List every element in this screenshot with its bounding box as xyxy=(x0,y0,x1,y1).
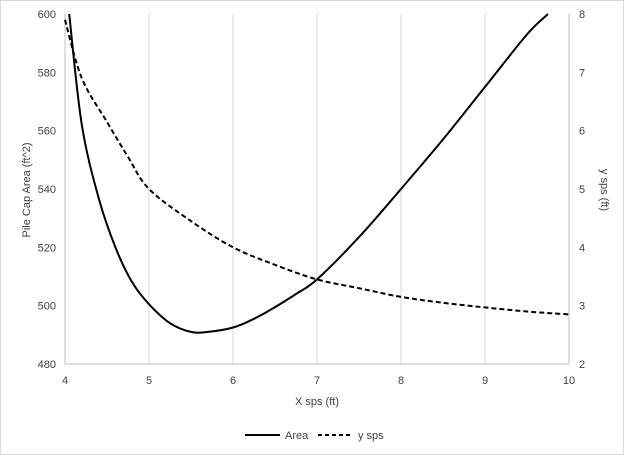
y-axis-ticks: 480 500 520 540 560 580 600 xyxy=(38,9,56,371)
y-tick-label: 580 xyxy=(38,67,56,79)
series-line-area xyxy=(68,13,549,334)
y-tick-label: 480 xyxy=(38,359,56,371)
y2-tick-label: 8 xyxy=(579,9,585,21)
x-tick-label: 9 xyxy=(482,375,488,387)
y2-tick-label: 6 xyxy=(579,126,585,138)
x-axis-title: X sps (ft) xyxy=(295,396,339,408)
y-tick-label: 500 xyxy=(38,301,56,313)
x-tick-label: 8 xyxy=(398,375,404,387)
y2-tick-label: 3 xyxy=(579,301,585,313)
y2-axis-ticks: 2 3 4 5 6 7 8 xyxy=(579,9,585,371)
x-tick-label: 5 xyxy=(146,375,152,387)
x-tick-label: 7 xyxy=(314,375,320,387)
plot-border xyxy=(64,14,570,365)
y-tick-label: 520 xyxy=(38,242,56,254)
legend-label-area: Area xyxy=(285,430,309,442)
y2-tick-label: 2 xyxy=(579,359,585,371)
y2-tick-label: 7 xyxy=(579,67,585,79)
y-tick-label: 540 xyxy=(38,184,56,196)
x-tick-label: 6 xyxy=(230,375,236,387)
x-tick-label: 10 xyxy=(563,375,575,387)
legend: Area y sps xyxy=(245,430,384,442)
y2-tick-label: 4 xyxy=(579,242,585,254)
y-tick-label: 600 xyxy=(38,9,56,21)
x-tick-label: 4 xyxy=(62,375,68,387)
y2-tick-label: 5 xyxy=(579,184,585,196)
y2-axis-title: y sps (ft) xyxy=(598,169,610,211)
series-line-y-sps xyxy=(64,19,570,316)
gridlines xyxy=(64,14,570,364)
legend-label-ysps: y sps xyxy=(358,430,384,442)
y-axis-title: Pile Cap Area (ft^2) xyxy=(21,142,33,237)
y-tick-label: 560 xyxy=(38,126,56,138)
series-layer xyxy=(64,13,570,334)
x-axis-ticks: 4 5 6 7 8 9 10 xyxy=(62,375,575,387)
